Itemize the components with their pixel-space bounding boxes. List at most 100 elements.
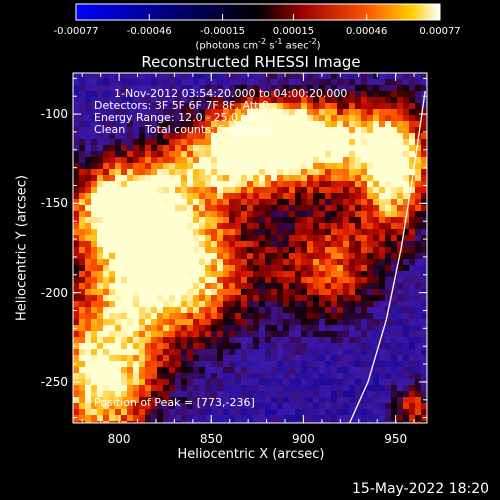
heatmap-cell [271, 241, 278, 248]
heatmap-cell [205, 391, 212, 398]
heatmap-cell [325, 127, 332, 134]
heatmap-cell [157, 343, 164, 350]
heatmap-cell [205, 301, 212, 308]
heatmap-cell [157, 229, 164, 236]
heatmap-cell [175, 373, 182, 380]
heatmap-cell [175, 349, 182, 356]
heatmap-cell [229, 301, 236, 308]
heatmap-cell [373, 421, 380, 423]
heatmap-cell [103, 301, 110, 308]
heatmap-cell [109, 193, 116, 200]
heatmap-cell [73, 163, 80, 170]
heatmap-cell [409, 97, 416, 104]
heatmap-cell [397, 421, 404, 423]
heatmap-cell [73, 331, 80, 338]
heatmap-cell [355, 319, 362, 326]
heatmap-cell [115, 391, 122, 398]
heatmap-cell [85, 349, 92, 356]
heatmap-cell [91, 181, 98, 188]
heatmap-cell [391, 145, 398, 152]
heatmap-cell [223, 373, 230, 380]
heatmap-cell [253, 211, 260, 218]
heatmap-cell [79, 259, 86, 266]
heatmap-cell [175, 121, 182, 128]
heatmap-cell [301, 289, 308, 296]
heatmap-cell [133, 373, 140, 380]
heatmap-cell [283, 265, 290, 272]
heatmap-cell [403, 91, 410, 98]
heatmap-cell [391, 373, 398, 380]
heatmap-cell [355, 181, 362, 188]
heatmap-cell [325, 421, 332, 423]
heatmap-cell [391, 115, 398, 122]
heatmap-cell [337, 241, 344, 248]
heatmap-cell [229, 337, 236, 344]
heatmap-cell [223, 271, 230, 278]
heatmap-cell [151, 235, 158, 242]
heatmap-cell [343, 103, 350, 110]
heatmap-cell [277, 421, 284, 423]
heatmap-cell [103, 361, 110, 368]
y-tick-label: -150 [40, 196, 68, 211]
heatmap-cell [277, 271, 284, 278]
heatmap-cell [253, 385, 260, 392]
heatmap-cell [79, 289, 86, 296]
heatmap-cell [91, 325, 98, 332]
heatmap-cell [277, 415, 284, 422]
heatmap-cell [139, 391, 146, 398]
heatmap-cell [415, 307, 422, 314]
heatmap-cell [217, 373, 224, 380]
heatmap-cell [295, 97, 302, 104]
heatmap-cell [409, 325, 416, 332]
heatmap-cell [283, 349, 290, 356]
heatmap-cell [103, 109, 110, 116]
heatmap-cell [163, 169, 170, 176]
colorbar-tick-label: 0.00046 [346, 26, 388, 37]
heatmap-cell [211, 289, 218, 296]
heatmap-cell [355, 325, 362, 332]
heatmap-cell [421, 121, 427, 128]
heatmap-cell [373, 181, 380, 188]
heatmap-cell [277, 175, 284, 182]
heatmap-cell [319, 199, 326, 206]
heatmap-cell [337, 235, 344, 242]
heatmap-cell [229, 193, 236, 200]
heatmap-cell [247, 181, 254, 188]
heatmap-cell [115, 361, 122, 368]
heatmap-cell [199, 97, 206, 104]
heatmap-cell [187, 247, 194, 254]
heatmap-cell [181, 235, 188, 242]
heatmap-cell [325, 211, 332, 218]
heatmap-cell [415, 301, 422, 308]
heatmap-cell [235, 235, 242, 242]
heatmap-cell [415, 205, 422, 212]
heatmap-cell [271, 103, 278, 110]
heatmap-cell [103, 151, 110, 158]
heatmap-cell [247, 313, 254, 320]
heatmap-cell [85, 133, 92, 140]
heatmap-cell [199, 337, 206, 344]
heatmap-cell [421, 391, 427, 398]
heatmap-cell [307, 367, 314, 374]
heatmap-cell [157, 385, 164, 392]
heatmap-cell [91, 355, 98, 362]
heatmap-cell [109, 151, 116, 158]
heatmap-cell [199, 307, 206, 314]
heatmap-cell [91, 73, 98, 80]
heatmap-cell [151, 79, 158, 86]
heatmap-cell [253, 97, 260, 104]
heatmap-cell [349, 217, 356, 224]
heatmap-cell [337, 223, 344, 230]
heatmap-cell [295, 415, 302, 422]
heatmap-cell [133, 91, 140, 98]
heatmap-cell [163, 295, 170, 302]
heatmap-cell [217, 115, 224, 122]
heatmap-cell [133, 217, 140, 224]
heatmap-cell [223, 277, 230, 284]
heatmap-cell [313, 409, 320, 416]
heatmap-cell [139, 385, 146, 392]
heatmap-cell [253, 175, 260, 182]
heatmap-cell [265, 157, 272, 164]
heatmap-cell [385, 403, 392, 410]
heatmap-cell [229, 397, 236, 404]
